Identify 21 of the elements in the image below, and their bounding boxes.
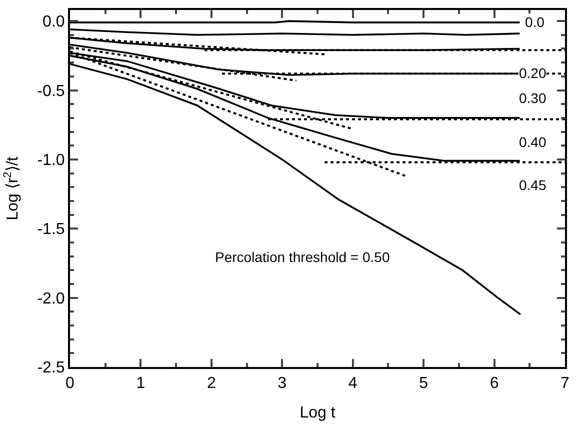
x-tick-label: 0	[66, 375, 75, 392]
x-tick-label: 2	[206, 375, 216, 392]
y-tick-label: -2.5	[37, 360, 65, 377]
x-tick-label: 7	[560, 375, 570, 392]
y-tick-label: -0.5	[37, 82, 65, 100]
y-tick-label: 0.0	[42, 14, 65, 31]
x-tick-label: 4	[348, 375, 358, 392]
x-tick-label: 6	[490, 375, 499, 392]
x-axis-title: Log t	[300, 404, 336, 422]
x-tick-label: 3	[278, 375, 287, 392]
x-tick-label: 5	[419, 375, 428, 392]
x-tick-label: 1	[136, 375, 146, 392]
y-tick-label: -1.5	[37, 221, 65, 238]
series-label: 0.0	[525, 14, 545, 30]
series-label: 0.40	[519, 134, 546, 150]
annotation: Percolation threshold = 0.50	[215, 249, 390, 265]
y-tick-label: -2.0	[37, 290, 65, 308]
series-label: 0.20	[519, 65, 546, 81]
y-tick-label: -1.0	[37, 152, 65, 170]
series-label: 0.45	[519, 177, 546, 193]
series-label: 0.30	[519, 90, 546, 106]
